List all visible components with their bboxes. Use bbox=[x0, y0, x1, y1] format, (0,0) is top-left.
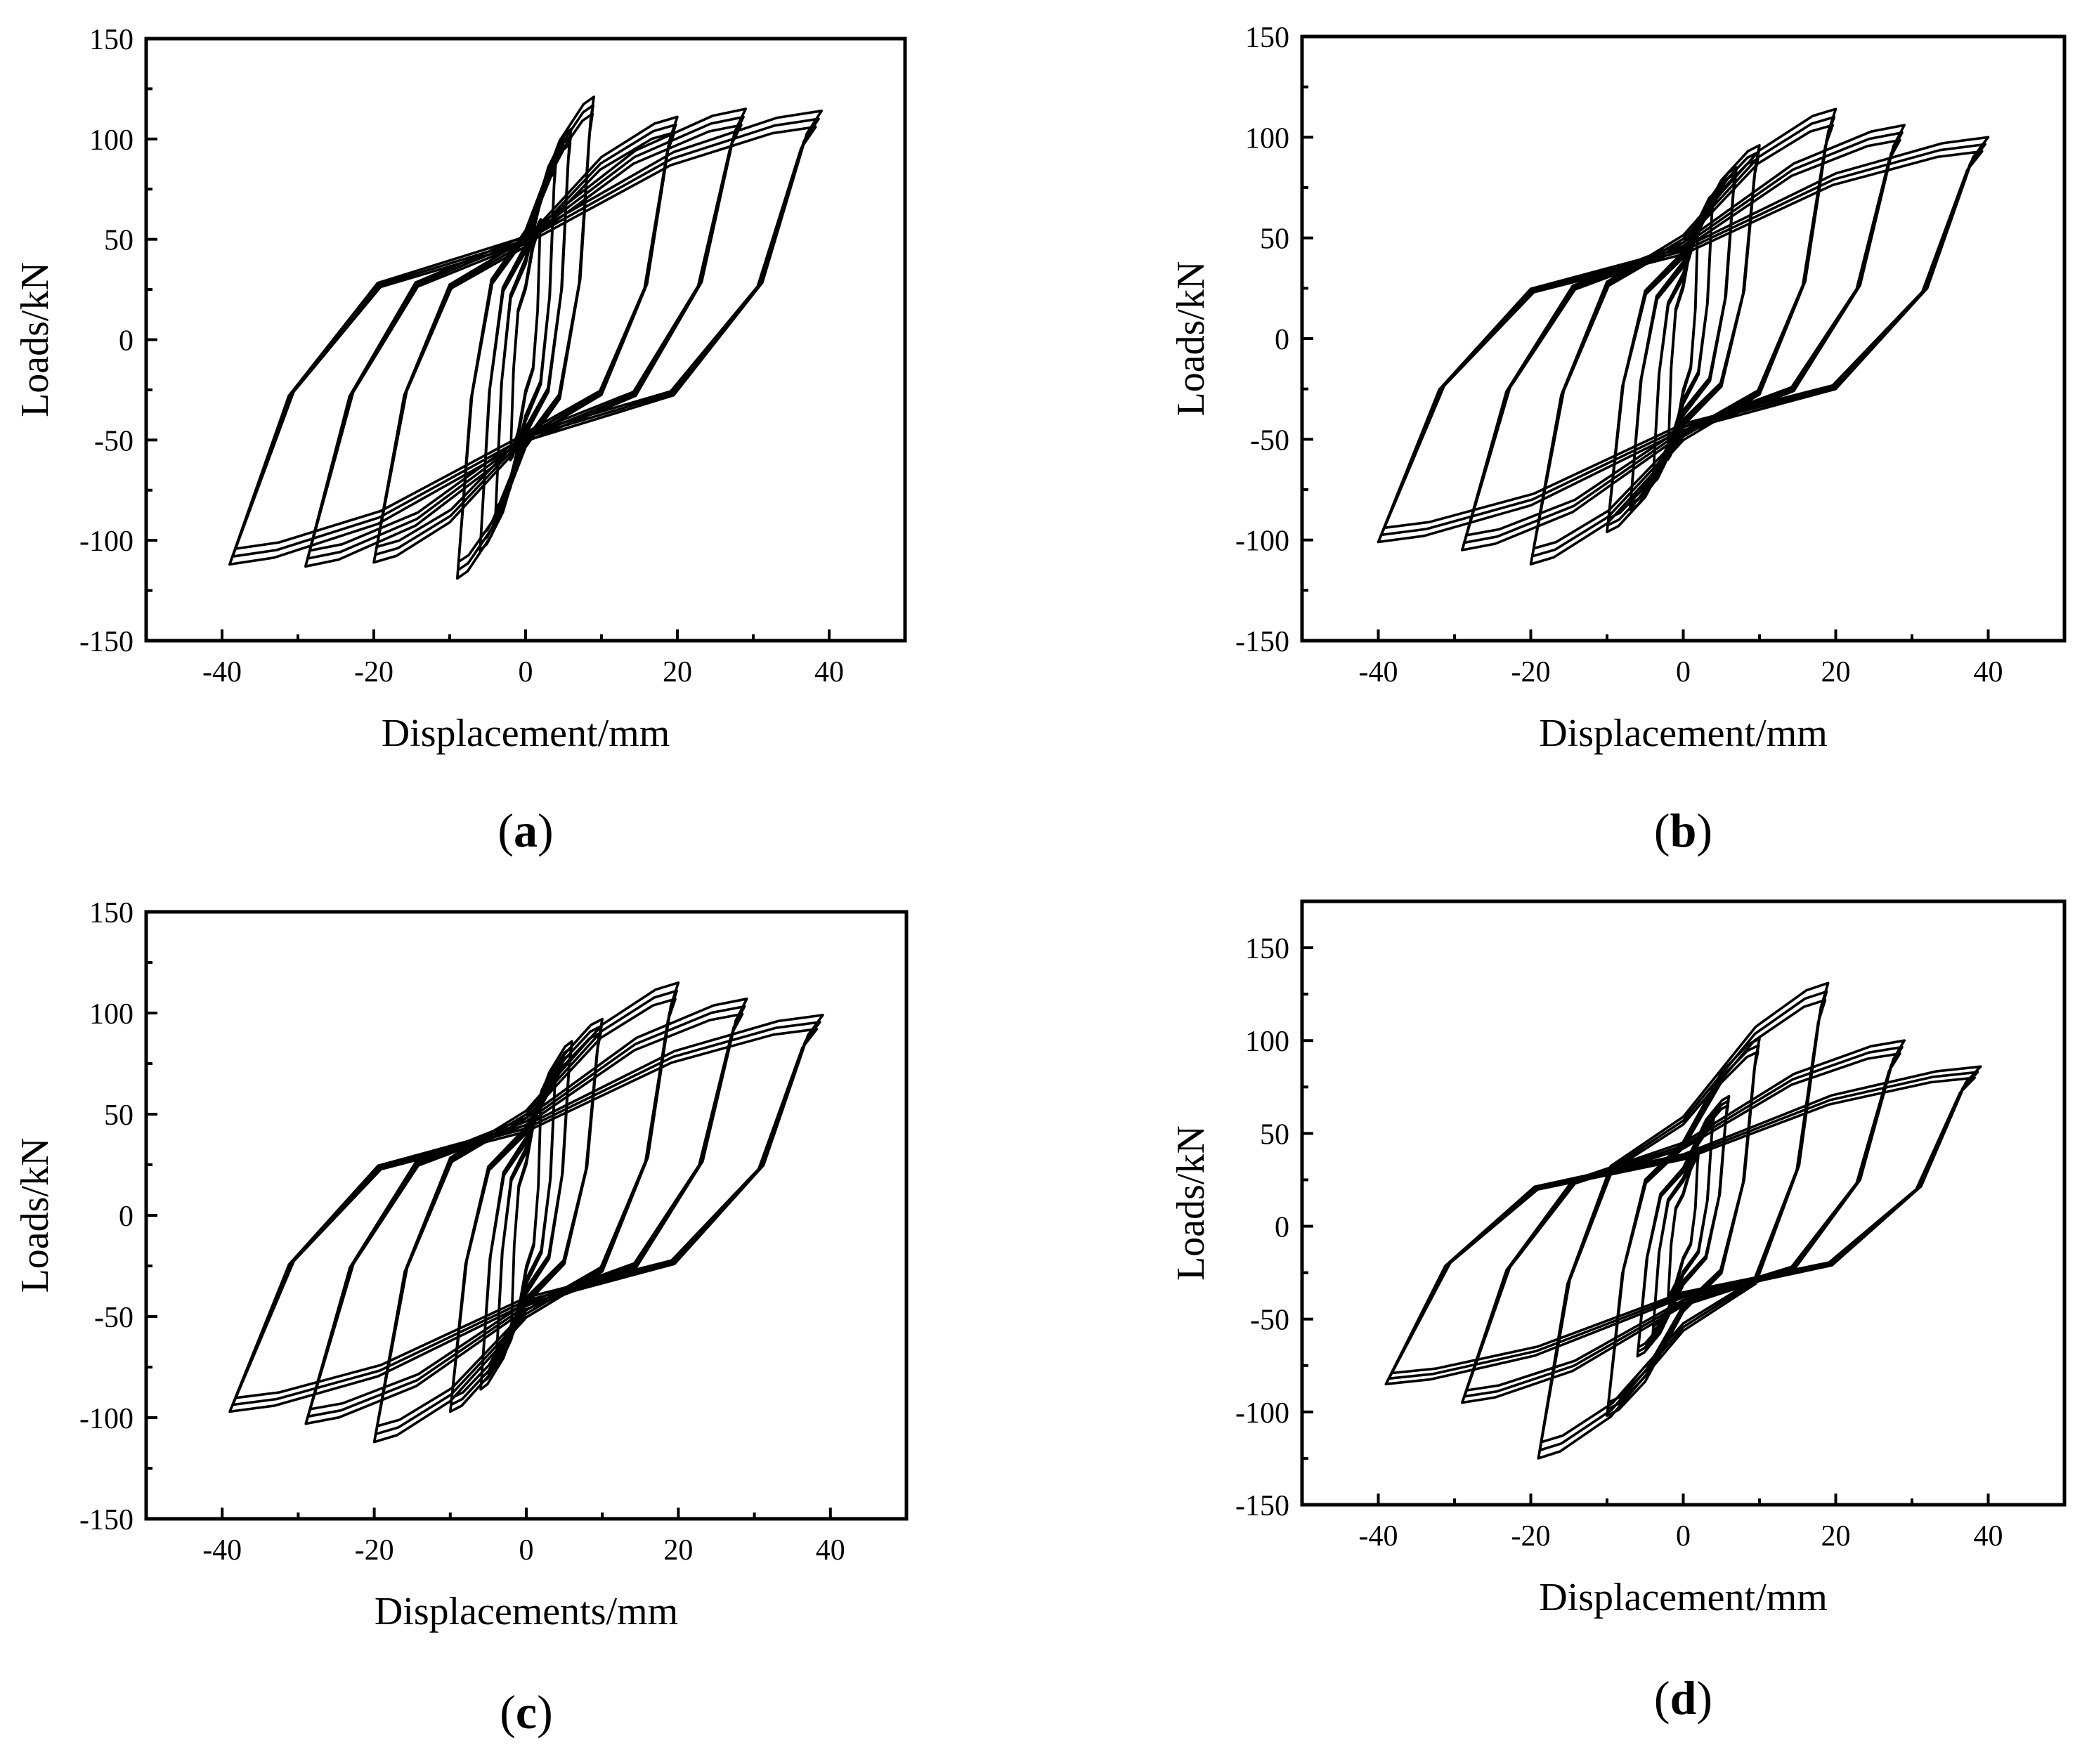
y-tick-label: -50 bbox=[1250, 424, 1289, 457]
y-tick-label: 0 bbox=[119, 325, 134, 358]
hysteresis-loop bbox=[1384, 1065, 1982, 1385]
y-tick-label: -50 bbox=[94, 425, 134, 457]
y-axis-title: Loads/kN bbox=[13, 1138, 57, 1293]
x-tick-label: -20 bbox=[1511, 1520, 1551, 1553]
y-axis-title: Loads/kN bbox=[1169, 1125, 1213, 1281]
y-tick-label: 50 bbox=[104, 1099, 134, 1132]
panel-b: -40 -20 0 20 40 -150 -100 -50 0 50 100 150 Displacem… bbox=[1169, 22, 2067, 857]
y-tick-label: -150 bbox=[1235, 626, 1289, 658]
y-axis-title: Loads/kN bbox=[13, 262, 57, 417]
y-tick-label: 100 bbox=[89, 124, 134, 157]
hysteresis-loop bbox=[304, 998, 748, 1425]
y-axis-title: Loads/kN bbox=[1169, 261, 1213, 417]
x-tick-label: 20 bbox=[663, 656, 692, 688]
y-tick-label: 50 bbox=[1260, 1118, 1289, 1151]
plot-frame bbox=[1300, 899, 2067, 1507]
y-tick-label: 150 bbox=[89, 897, 134, 929]
x-tick-label: 20 bbox=[663, 1534, 693, 1567]
hysteresis-loop bbox=[1606, 1037, 1761, 1417]
hysteresis-loop bbox=[228, 110, 823, 566]
y-tick-label: 150 bbox=[1245, 933, 1289, 965]
x-tick-label: 20 bbox=[1821, 656, 1851, 688]
x-tick-label: 0 bbox=[519, 1534, 534, 1567]
plot-frame bbox=[144, 910, 909, 1521]
y-tick-label: -100 bbox=[79, 1403, 134, 1435]
x-tick-label: -20 bbox=[354, 656, 393, 688]
hysteresis-loop bbox=[479, 127, 573, 552]
x-tick-label: -40 bbox=[202, 656, 242, 688]
hysteresis-curves bbox=[228, 981, 824, 1444]
hysteresis-loop bbox=[1529, 107, 1837, 566]
panel-d: -40 -20 0 20 40 -150 -100 -50 0 50 100 150 Displacem… bbox=[1169, 899, 2067, 1725]
x-tick-label: 20 bbox=[1821, 1520, 1851, 1553]
hysteresis-loop bbox=[1537, 981, 1830, 1460]
y-tick-label: 0 bbox=[119, 1201, 134, 1233]
y-tick-label: 0 bbox=[1275, 324, 1289, 356]
hysteresis-curves bbox=[228, 96, 823, 580]
x-tick-label: -20 bbox=[1511, 656, 1551, 688]
x-axis-title: Displacement/mm bbox=[382, 712, 670, 755]
x-tick-label: -40 bbox=[1359, 656, 1398, 688]
y-tick-label: -150 bbox=[79, 1504, 134, 1536]
x-tick-label: 40 bbox=[1974, 1520, 2003, 1553]
y-tick-label: -100 bbox=[1235, 1397, 1289, 1430]
x-axis-title: Displacement/mm bbox=[1539, 712, 1828, 755]
hysteresis-loop bbox=[372, 981, 680, 1444]
x-tick-label: 40 bbox=[816, 1534, 845, 1567]
hysteresis-loop bbox=[1636, 1095, 1731, 1358]
x-tick-label: 0 bbox=[1676, 1520, 1691, 1553]
y-tick-label: -100 bbox=[1235, 525, 1289, 558]
y-tick-label: 100 bbox=[1245, 122, 1289, 155]
y-tick-label: 100 bbox=[89, 998, 134, 1031]
hysteresis-curves bbox=[1377, 107, 1990, 566]
y-tick-label: -100 bbox=[79, 525, 134, 558]
y-tick-label: 100 bbox=[1245, 1026, 1289, 1058]
panel-a: -40 -20 0 20 40 -150 -100 -50 0 50 100 150 Displacem… bbox=[13, 24, 907, 857]
y-tick-label: 0 bbox=[1275, 1212, 1289, 1244]
x-tick-label: 40 bbox=[814, 656, 844, 688]
hysteresis-loop bbox=[494, 157, 557, 522]
x-tick-label: -20 bbox=[355, 1534, 394, 1567]
y-tick-label: 50 bbox=[1260, 223, 1289, 256]
y-tick-label: -150 bbox=[79, 626, 134, 658]
x-axis-title: Displacements/mm bbox=[375, 1590, 678, 1633]
panel-label: (d) bbox=[1654, 1671, 1712, 1725]
y-tick-label: 150 bbox=[1245, 22, 1289, 54]
hysteresis-loop bbox=[479, 1040, 573, 1391]
hysteresis-loop bbox=[1667, 1151, 1700, 1302]
x-tick-label: 40 bbox=[1974, 656, 2003, 688]
y-tick-label: -50 bbox=[1250, 1305, 1289, 1337]
hysteresis-curves bbox=[1384, 981, 1982, 1460]
x-tick-label: 0 bbox=[1676, 656, 1691, 688]
x-tick-label: 0 bbox=[519, 656, 533, 688]
hysteresis-loop bbox=[304, 107, 747, 568]
panel-label: (c) bbox=[500, 1685, 553, 1739]
panel-label: (b) bbox=[1654, 804, 1712, 857]
y-tick-label: -50 bbox=[94, 1302, 134, 1334]
hysteresis-loop bbox=[456, 96, 595, 580]
hysteresis-loop bbox=[1461, 1039, 1906, 1404]
x-tick-label: -40 bbox=[1359, 1520, 1398, 1553]
y-tick-label: 150 bbox=[89, 24, 134, 56]
y-tick-label: -150 bbox=[1235, 1490, 1289, 1522]
hysteresis-loop bbox=[1461, 124, 1906, 551]
x-axis-title: Displacement/mm bbox=[1539, 1576, 1828, 1619]
hysteresis-loop bbox=[228, 1014, 824, 1413]
hysteresis-loop bbox=[1377, 136, 1990, 544]
y-tick-label: 50 bbox=[104, 225, 134, 257]
x-tick-label: -40 bbox=[202, 1534, 242, 1567]
panel-label: (a) bbox=[497, 804, 553, 857]
plot-frame bbox=[1300, 34, 2067, 643]
plot-frame bbox=[144, 37, 907, 643]
panel-c: -40 -20 0 20 40 -150 -100 -50 0 50 100 150 Displacem… bbox=[13, 897, 909, 1739]
